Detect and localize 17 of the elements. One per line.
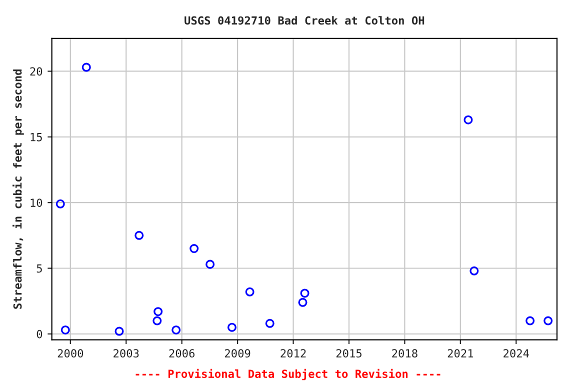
y-tick-label: 0 <box>36 330 42 338</box>
x-tick-label: 2009 <box>225 349 250 358</box>
x-tick-label: 2006 <box>169 349 194 358</box>
chart-title: USGS 04192710 Bad Creek at Colton OH <box>184 16 424 25</box>
y-tick-label: 20 <box>30 67 42 76</box>
y-tick-label: 5 <box>36 264 42 273</box>
x-tick-label: 2018 <box>392 349 418 358</box>
x-tick-label: 2024 <box>504 349 529 358</box>
x-tick-label: 2000 <box>58 349 84 358</box>
x-tick-label: 2021 <box>448 349 474 358</box>
x-tick-label: 2012 <box>280 349 306 358</box>
y-axis-title: Streamflow, in cubic feet per second <box>12 70 24 309</box>
y-tick-label: 10 <box>30 198 42 207</box>
x-tick-label: 2003 <box>114 349 139 358</box>
text: ---- Provisional Data Subject to Revision ---- <box>136 368 440 380</box>
y-tick-label: 15 <box>30 133 42 142</box>
x-tick-label: 2015 <box>336 349 362 358</box>
